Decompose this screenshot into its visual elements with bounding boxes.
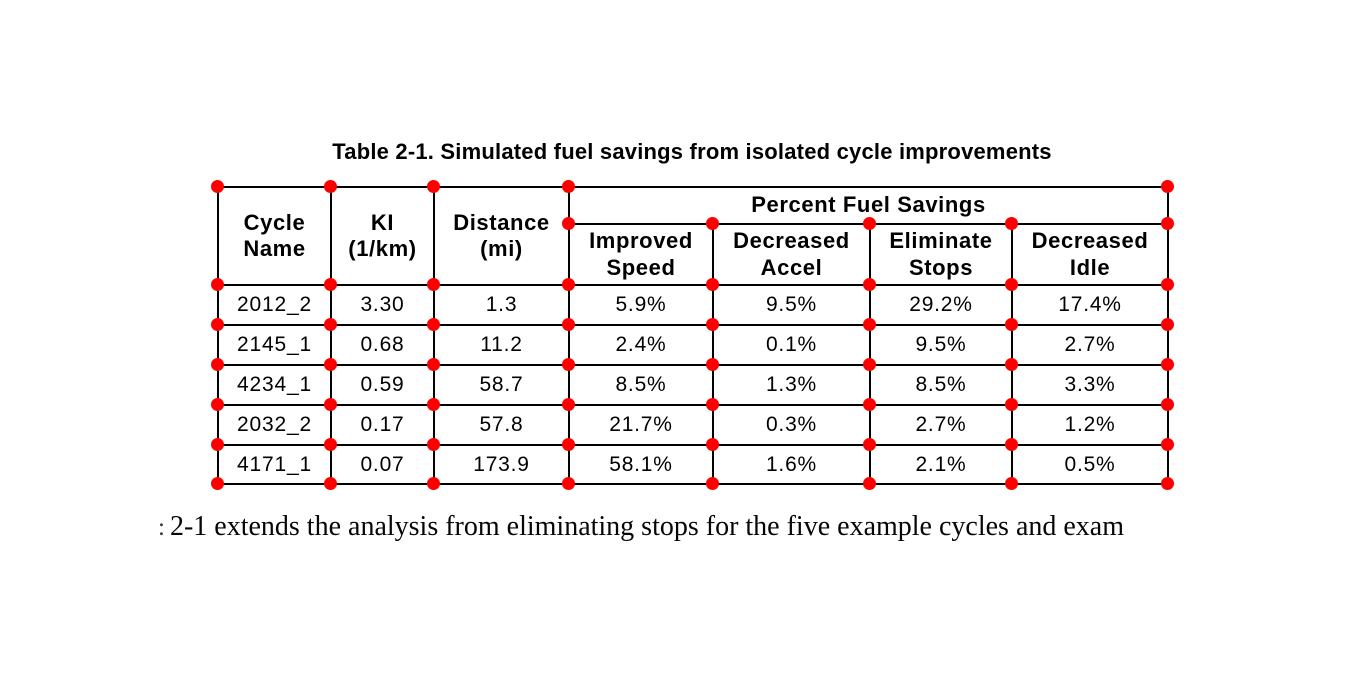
- cell-distance: 58.7: [433, 364, 570, 406]
- header-row-top: Cycle Name KI (1/km) Distance (mi) Perce…: [217, 186, 1170, 286]
- col-header-ki: KI (1/km): [330, 186, 435, 286]
- table-row: 2012_2 3.30 1.3 5.9% 9.5% 29.2% 17.4%: [217, 284, 1170, 326]
- cell-cycle-name: 2012_2: [217, 284, 332, 326]
- header-line: (mi): [480, 236, 523, 261]
- cell-decreased-idle: 0.5%: [1010, 444, 1170, 485]
- cell-cycle-name: 2145_1: [217, 324, 332, 366]
- cell-eliminate-stops: 2.1%: [869, 444, 1013, 485]
- body-text-line: :2-1 extends the analysis from eliminati…: [158, 511, 1124, 543]
- clipped-character-fragment: :: [158, 514, 165, 541]
- cell-distance: 173.9: [433, 444, 570, 485]
- cell-decreased-idle: 17.4%: [1010, 284, 1170, 326]
- table-row: 4234_1 0.59 58.7 8.5% 1.3% 8.5% 3.3%: [217, 364, 1170, 406]
- cell-decreased-accel: 1.3%: [712, 364, 871, 406]
- cell-decreased-accel: 1.6%: [712, 444, 871, 485]
- col-header-decreased-idle: Decreased Idle: [1010, 223, 1170, 286]
- cell-decreased-idle: 2.7%: [1010, 324, 1170, 366]
- table-row: 4171_1 0.07 173.9 58.1% 1.6% 2.1% 0.5%: [217, 444, 1170, 485]
- header-line: Improved: [589, 228, 693, 254]
- cell-eliminate-stops: 29.2%: [869, 284, 1013, 326]
- header-line: Decreased: [1031, 228, 1149, 254]
- cell-ki: 3.30: [330, 284, 435, 326]
- col-header-decreased-accel: Decreased Accel: [712, 223, 871, 286]
- header-line: Idle: [1069, 254, 1111, 280]
- cell-eliminate-stops: 9.5%: [869, 324, 1013, 366]
- cell-improved-speed: 58.1%: [568, 444, 714, 485]
- table-row: 2032_2 0.17 57.8 21.7% 0.3% 2.7% 1.2%: [217, 404, 1170, 446]
- cell-distance: 11.2: [433, 324, 570, 366]
- table-row: 2145_1 0.68 11.2 2.4% 0.1% 9.5% 2.7%: [217, 324, 1170, 366]
- header-line: Decreased: [733, 228, 850, 254]
- col-header-cycle-name: Cycle Name: [217, 186, 332, 286]
- header-line: Distance: [453, 209, 550, 235]
- cell-distance: 57.8: [433, 404, 570, 446]
- cell-improved-speed: 2.4%: [568, 324, 714, 366]
- cell-improved-speed: 8.5%: [568, 364, 714, 406]
- cell-ki: 0.17: [330, 404, 435, 446]
- cell-distance: 1.3: [433, 284, 570, 326]
- cell-decreased-accel: 0.3%: [712, 404, 871, 446]
- fuel-savings-table: Cycle Name KI (1/km) Distance (mi) Perce…: [217, 186, 1170, 485]
- header-row-sub: Improved Speed Decreased Accel Eliminate…: [218, 223, 1170, 286]
- cell-decreased-idle: 3.3%: [1010, 364, 1170, 406]
- col-header-percent-fuel-savings: Percent Fuel Savings: [567, 186, 1170, 225]
- cell-cycle-name: 4171_1: [217, 444, 332, 485]
- cell-eliminate-stops: 2.7%: [869, 404, 1013, 446]
- paragraph-text: 2-1 extends the analysis from eliminatin…: [169, 511, 1125, 542]
- header-line: Cycle: [243, 209, 306, 235]
- cell-decreased-idle: 1.2%: [1010, 404, 1170, 446]
- cell-improved-speed: 5.9%: [568, 284, 714, 326]
- cell-cycle-name: 4234_1: [217, 364, 332, 406]
- header-line: Accel: [760, 254, 823, 280]
- header-line: Speed: [606, 254, 676, 280]
- cell-ki: 0.59: [330, 364, 435, 406]
- header-line: Stops: [908, 254, 974, 280]
- header-line: KI: [370, 209, 395, 235]
- col-header-improved-speed: Improved Speed: [568, 223, 714, 286]
- col-header-distance: Distance (mi): [433, 186, 570, 286]
- col-header-eliminate-stops: Eliminate Stops: [869, 223, 1013, 286]
- header-line: Eliminate: [889, 228, 993, 254]
- header-line: Name: [243, 236, 306, 261]
- cell-decreased-accel: 9.5%: [712, 284, 871, 326]
- cell-eliminate-stops: 8.5%: [869, 364, 1013, 406]
- cell-improved-speed: 21.7%: [568, 404, 714, 446]
- table-caption: Table 2-1. Simulated fuel savings from i…: [332, 139, 1052, 164]
- cell-cycle-name: 2032_2: [217, 404, 332, 446]
- cell-ki: 0.07: [330, 444, 435, 485]
- cell-ki: 0.68: [330, 324, 435, 366]
- cell-decreased-accel: 0.1%: [712, 324, 871, 366]
- header-line: (1/km): [348, 236, 417, 261]
